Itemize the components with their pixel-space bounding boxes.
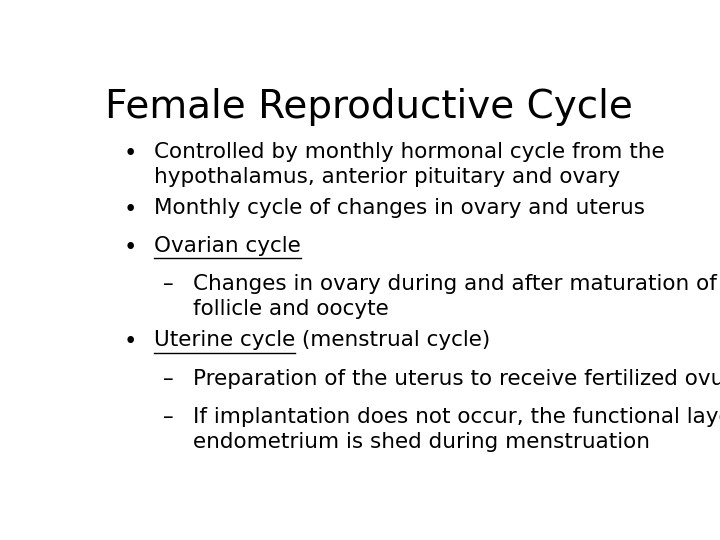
Text: Controlled by monthly hormonal cycle from the
hypothalamus, anterior pituitary a: Controlled by monthly hormonal cycle fro… bbox=[154, 141, 665, 186]
Text: –: – bbox=[163, 274, 174, 294]
Text: •: • bbox=[124, 198, 137, 221]
Text: •: • bbox=[124, 330, 137, 354]
Text: Changes in ovary during and after maturation of the
follicle and oocyte: Changes in ovary during and after matura… bbox=[193, 274, 720, 319]
Text: If implantation does not occur, the functional layer of
endometrium is shed duri: If implantation does not occur, the func… bbox=[193, 407, 720, 452]
Text: (menstrual cycle): (menstrual cycle) bbox=[295, 330, 490, 350]
Text: Ovarian cycle: Ovarian cycle bbox=[154, 236, 301, 256]
Text: •: • bbox=[124, 141, 137, 165]
Text: Uterine cycle: Uterine cycle bbox=[154, 330, 295, 350]
Text: –: – bbox=[163, 369, 174, 389]
Text: Female Reproductive Cycle: Female Reproductive Cycle bbox=[105, 87, 633, 126]
Text: –: – bbox=[163, 407, 174, 427]
Text: Monthly cycle of changes in ovary and uterus: Monthly cycle of changes in ovary and ut… bbox=[154, 198, 645, 218]
Text: Preparation of the uterus to receive fertilized ovum: Preparation of the uterus to receive fer… bbox=[193, 369, 720, 389]
Text: •: • bbox=[124, 236, 137, 259]
